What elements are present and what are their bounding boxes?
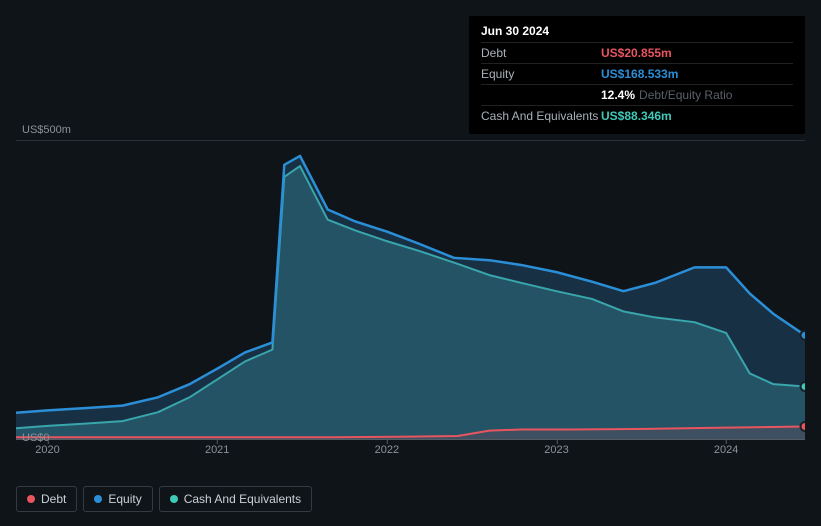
tooltip-row: EquityUS$168.533m [481, 63, 793, 84]
x-axis-tick: 2024 [714, 444, 738, 456]
x-axis-tick: 2020 [35, 444, 59, 456]
tooltip-ratio-label: Debt/Equity Ratio [639, 88, 732, 102]
tooltip-row-label [481, 88, 601, 102]
tooltip-row-value: US$20.855m [601, 46, 672, 60]
series-end-marker [801, 422, 806, 431]
chart-legend: Debt Equity Cash And Equivalents [16, 486, 312, 512]
tooltip-row: DebtUS$20.855m [481, 42, 793, 63]
x-axis-tick: 2021 [205, 444, 229, 456]
chart-svg [16, 141, 805, 439]
series-end-marker [801, 331, 806, 340]
tooltip-row: 12.4% Debt/Equity Ratio [481, 84, 793, 105]
legend-item-cash-and-equivalents[interactable]: Cash And Equivalents [159, 486, 312, 512]
chart-tooltip: Jun 30 2024 DebtUS$20.855mEquityUS$168.5… [469, 16, 805, 134]
y-axis-label-top: US$500m [22, 124, 71, 136]
tooltip-date: Jun 30 2024 [481, 24, 793, 42]
legend-label: Cash And Equivalents [184, 492, 301, 506]
chart-plot-area[interactable] [16, 140, 805, 440]
legend-dot-icon [94, 495, 102, 503]
balance-history-chart: US$500m US$0 20202021202220232024 [16, 120, 805, 460]
tooltip-row-label: Equity [481, 67, 601, 81]
x-axis: 2020 2021 2022 2023 2024 [16, 440, 805, 460]
x-axis-tick: 2022 [375, 444, 399, 456]
series-area [16, 156, 805, 439]
legend-label: Debt [41, 492, 66, 506]
legend-item-debt[interactable]: Debt [16, 486, 77, 512]
tooltip-row-label: Debt [481, 46, 601, 60]
tooltip-ratio-pct: 12.4% [601, 88, 635, 102]
legend-dot-icon [170, 495, 178, 503]
legend-label: Equity [108, 492, 141, 506]
legend-item-equity[interactable]: Equity [83, 486, 152, 512]
series-end-marker [801, 382, 806, 391]
legend-dot-icon [27, 495, 35, 503]
tooltip-row-value: US$168.533m [601, 67, 678, 81]
x-axis-tick: 2023 [544, 444, 568, 456]
